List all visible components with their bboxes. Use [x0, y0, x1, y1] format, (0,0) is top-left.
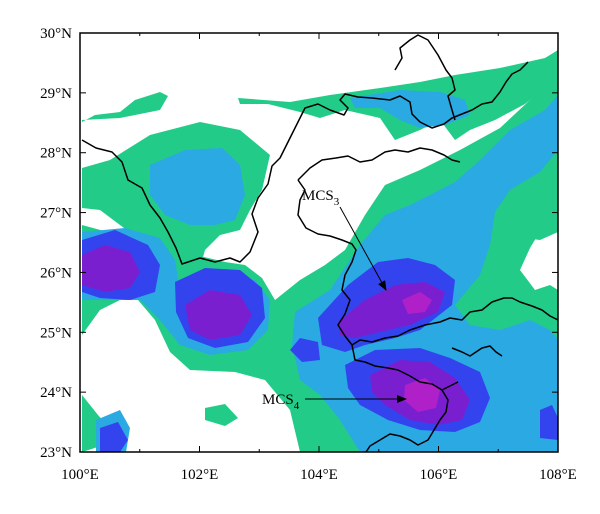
annotations: MCS3 MCS4 — [262, 188, 407, 412]
y-tick-label: 30°N — [40, 26, 72, 42]
precipitation-field — [82, 50, 558, 452]
y-tick-label: 27°N — [40, 206, 72, 222]
border-guangxi — [441, 381, 459, 391]
y-tick-label: 28°N — [40, 146, 72, 162]
mcs-arrow — [339, 206, 387, 291]
border-chongqing — [297, 147, 461, 181]
border-guizhou — [297, 179, 558, 346]
border-guangxi-yunnan — [351, 344, 449, 452]
y-axis-labels: 23°N 24°N 25°N 26°N 27°N 28°N 29°N 30°N — [40, 26, 72, 461]
x-axis-labels: 100°E 102°E 104°E 106°E 108°E — [61, 467, 577, 483]
y-tick-label: 24°N — [40, 385, 72, 401]
x-tick-label: 108°E — [539, 467, 577, 483]
rain-contour-level-5 — [402, 292, 440, 412]
border-north — [394, 34, 456, 121]
y-tick-label: 26°N — [40, 265, 72, 281]
x-tick-label: 100°E — [61, 467, 99, 483]
mcs-label: MCS3 — [302, 188, 340, 208]
y-tick-label: 29°N — [40, 86, 72, 102]
mcs-label: MCS4 — [262, 392, 300, 412]
y-tick-label: 23°N — [40, 445, 72, 461]
axis-ticks — [79, 32, 559, 453]
boundary-lines — [81, 34, 558, 452]
x-tick-label: 104°E — [300, 467, 338, 483]
border-east — [451, 345, 503, 357]
border-sichuan-yunnan — [81, 61, 529, 265]
x-tick-label: 106°E — [420, 467, 458, 483]
x-tick-label: 102°E — [181, 467, 219, 483]
y-tick-label: 25°N — [40, 325, 72, 341]
